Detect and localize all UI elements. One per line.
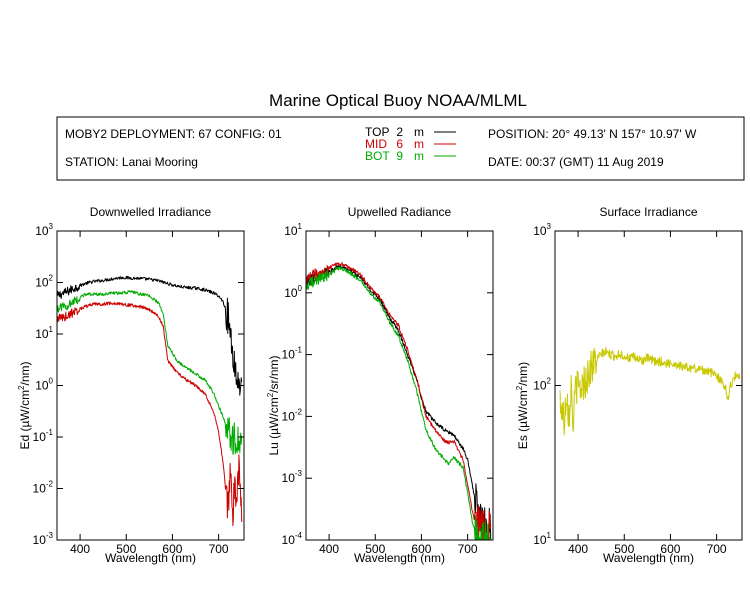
legend-label-mid: MID	[365, 137, 387, 151]
series-line-bot	[57, 290, 243, 455]
legend-depth-mid: 6	[396, 137, 403, 151]
x-tick-label: 700	[209, 542, 229, 556]
x-tick-label: 600	[660, 542, 680, 556]
x-tick-label: 500	[614, 542, 634, 556]
panel-title: Downwelled Irradiance	[90, 205, 212, 219]
x-tick-label: 500	[116, 542, 136, 556]
y-axis-label: Es (µW/cm2/nm)	[515, 362, 530, 449]
y-tick-label: 100	[35, 377, 53, 393]
legend-label-top: TOP	[365, 125, 389, 139]
x-tick-label: 600	[162, 542, 182, 556]
plot-frame	[305, 230, 494, 541]
series-line-mid	[57, 301, 243, 527]
x-axis-label: Wavelength (nm)	[603, 551, 694, 565]
y-tick-label: 100	[284, 284, 302, 300]
deployment-text: MOBY2 DEPLOYMENT: 67 CONFIG: 01	[65, 127, 282, 141]
legend-unit-bot: m	[414, 149, 424, 163]
y-tick-label: 102	[533, 377, 551, 393]
x-axis-label: Wavelength (nm)	[105, 551, 196, 565]
series-line-top	[306, 264, 492, 540]
y-axis-label: Ed (µW/cm2/nm)	[17, 361, 32, 449]
panel-3: Surface Irradiance 400 500 600 700 101 102 103 W…	[515, 205, 743, 565]
legend-unit-mid: m	[414, 137, 424, 151]
date-text: DATE: 00:37 (GMT) 11 Aug 2019	[488, 155, 664, 169]
legend-label-bot: BOT	[365, 149, 390, 163]
x-tick-label: 400	[70, 542, 90, 556]
panel-title: Surface Irradiance	[599, 205, 697, 219]
legend-depth-top: 2	[396, 125, 403, 139]
series-line-es	[559, 346, 741, 436]
x-tick-label: 700	[707, 542, 727, 556]
y-axis-label: Lu (µW/cm2/sr/nm)	[266, 355, 281, 455]
x-axis-label: Wavelength (nm)	[354, 551, 445, 565]
y-tick-label: 101	[533, 531, 551, 547]
station-text: STATION: Lanai Mooring	[65, 155, 198, 169]
y-tick-label: 10-1	[33, 428, 54, 444]
y-tick-label: 10-3	[33, 531, 54, 547]
y-tick-label: 10-2	[33, 480, 54, 496]
y-tick-label: 10-4	[282, 531, 303, 547]
series-line-mid	[306, 262, 492, 540]
position-text: POSITION: 20° 49.13' N 157° 10.97' W	[488, 127, 697, 141]
series-group	[306, 262, 492, 540]
x-tick-label: 700	[458, 542, 478, 556]
series-line-bot	[306, 266, 491, 540]
y-tick-label: 103	[533, 222, 551, 238]
x-tick-label: 600	[411, 542, 431, 556]
y-tick-label: 102	[35, 274, 53, 290]
x-tick-label: 400	[319, 542, 339, 556]
legend-depth-bot: 9	[396, 149, 403, 163]
series-line-top	[57, 275, 243, 396]
panel-1: Downwelled Irradiance 400 500 600 700 10-3 10-…	[17, 205, 245, 565]
panels: Downwelled Irradiance 400 500 600 700 10-3 10-…	[17, 205, 743, 565]
y-tick-label: 10-3	[282, 469, 303, 485]
y-tick-label: 10-1	[282, 346, 303, 362]
legend-unit-top: m	[414, 125, 424, 139]
y-tick-label: 10-2	[282, 407, 303, 423]
panel-title: Upwelled Radiance	[348, 205, 452, 219]
y-tick-label: 103	[35, 222, 53, 238]
series-group	[559, 346, 741, 436]
chart-title: Marine Optical Buoy NOAA/MLML	[269, 91, 527, 110]
series-group	[57, 275, 243, 527]
y-tick-label: 101	[284, 222, 302, 238]
legend: TOP 2 m MID 6 m BOT 9 m	[365, 125, 456, 163]
panel-2: Upwelled Radiance 400 500 600 700 10-4 10-3 10-…	[266, 205, 494, 565]
x-tick-label: 500	[365, 542, 385, 556]
plot-frame	[56, 230, 245, 541]
x-tick-label: 400	[568, 542, 588, 556]
info-box	[56, 116, 745, 181]
y-tick-label: 101	[35, 325, 53, 341]
